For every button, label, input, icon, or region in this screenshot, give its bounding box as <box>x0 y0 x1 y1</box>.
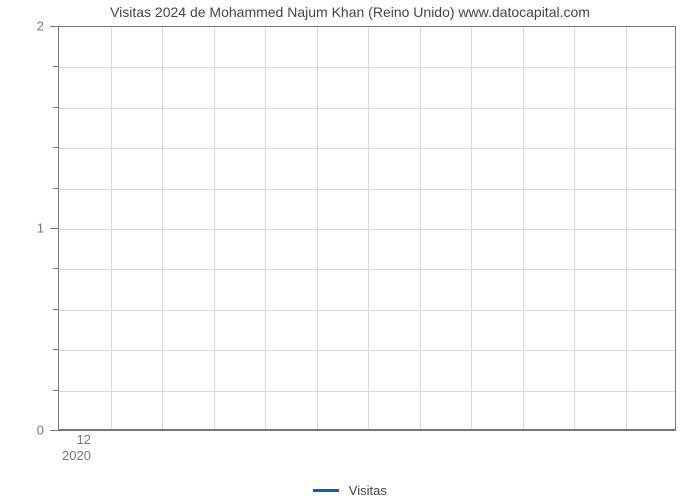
chart-container: Visitas 2024 de Mohammed Najum Khan (Rei… <box>0 0 700 500</box>
grid-col <box>317 27 318 429</box>
grid-row <box>59 269 675 270</box>
grid-col <box>574 27 575 429</box>
y-tick-mark <box>50 430 58 431</box>
grid-col <box>214 27 215 429</box>
y-tick-mark <box>50 228 58 229</box>
x-year-label: 2020 <box>62 448 91 463</box>
grid-col <box>471 27 472 429</box>
grid-row <box>59 310 675 311</box>
grid-col <box>265 27 266 429</box>
y-tick-label: 1 <box>0 221 44 236</box>
grid-row <box>59 350 675 351</box>
legend-swatch <box>313 489 339 492</box>
x-axis-line <box>58 430 676 431</box>
grid-row <box>59 67 675 68</box>
legend-label: Visitas <box>349 483 387 498</box>
grid-row <box>59 229 675 230</box>
grid-row <box>59 189 675 190</box>
grid-col <box>162 27 163 429</box>
grid-row <box>59 391 675 392</box>
y-tick-label: 0 <box>0 423 44 438</box>
y-tick-label: 2 <box>0 19 44 34</box>
grid-col <box>111 27 112 429</box>
chart-title: Visitas 2024 de Mohammed Najum Khan (Rei… <box>0 4 700 20</box>
y-tick-mark <box>50 26 58 27</box>
plot-area <box>58 26 676 430</box>
grid-col <box>523 27 524 429</box>
x-tick-label: 12 <box>77 432 91 447</box>
grid-row <box>59 108 675 109</box>
grid-row <box>59 148 675 149</box>
legend: Visitas <box>0 482 700 498</box>
grid-col <box>626 27 627 429</box>
y-axis-line <box>58 26 59 430</box>
grid-col <box>420 27 421 429</box>
grid-col <box>368 27 369 429</box>
